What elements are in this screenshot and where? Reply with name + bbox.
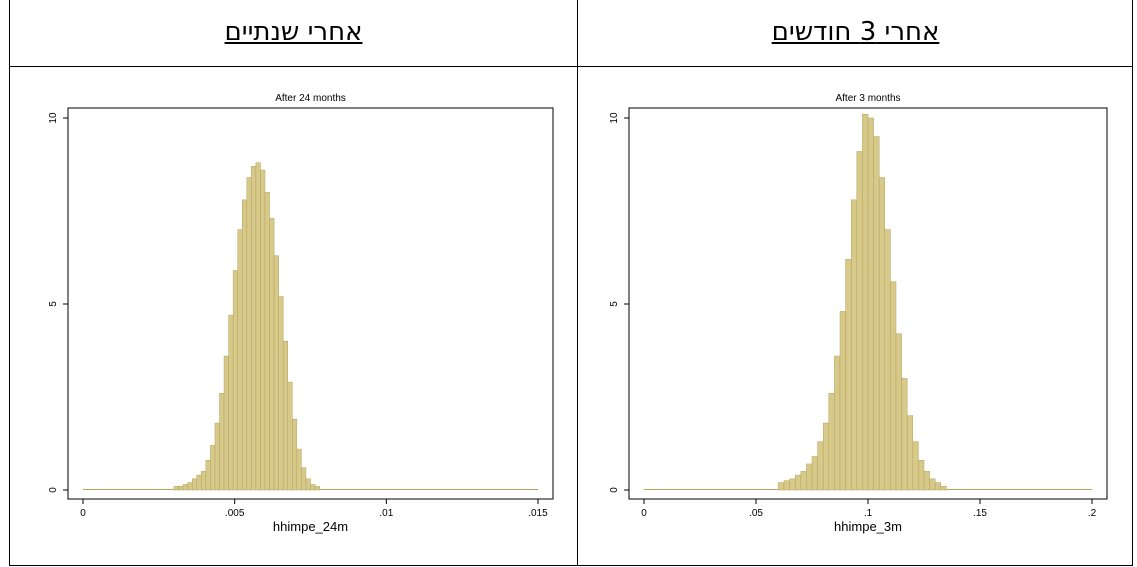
histogram-bar: [314, 486, 320, 491]
histogram-bar: [934, 482, 942, 491]
histogram-bar: [223, 355, 229, 491]
histogram-bar: [182, 484, 188, 491]
histogram-bar: [862, 114, 869, 491]
histogram-bar: [873, 136, 880, 491]
header-left: אחרי שנתיים: [224, 17, 363, 47]
x-tick-label: .015: [528, 508, 548, 519]
histogram-bar: [178, 486, 184, 491]
y-tick-label: 5: [48, 301, 59, 307]
y-tick-label: 10: [48, 112, 59, 124]
histogram-bar: [906, 415, 914, 491]
histogram-bar: [895, 333, 902, 491]
histogram-bar: [296, 448, 302, 491]
histogram-bar: [867, 117, 874, 491]
histogram-bar: [196, 474, 202, 491]
histogram-bar: [232, 270, 238, 491]
histogram-bar: [187, 482, 193, 491]
histogram-bar: [292, 419, 298, 491]
histogram-bar: [890, 281, 897, 491]
histogram-bar: [191, 478, 197, 491]
header-right: אחרי 3 חודשים: [771, 17, 940, 47]
chart-title: After 3 months: [835, 93, 900, 104]
histogram-bar: [806, 463, 813, 491]
histogram-bar: [923, 471, 930, 491]
histogram-bar: [214, 422, 220, 491]
x-tick-label: .1: [864, 508, 873, 519]
x-tick-label: .005: [225, 508, 245, 519]
histogram-bar: [205, 459, 211, 491]
histogram-bar: [201, 471, 207, 491]
histogram-bar: [878, 177, 886, 491]
histogram-3m: After 3 months 0 .05 .1 .15 .2 0 5 10 hhimpe_3m: [609, 93, 1108, 534]
column-divider: [577, 0, 578, 566]
histogram-bar: [850, 199, 858, 491]
x-tick-label: .15: [973, 508, 987, 519]
histogram-bar: [817, 441, 824, 491]
histogram-bar: [269, 218, 275, 491]
histogram-bar: [918, 459, 925, 491]
histogram-bar: [940, 486, 947, 491]
x-tick-label: .01: [379, 508, 393, 519]
histogram-bar: [260, 169, 266, 491]
x-tick-label: .05: [749, 508, 763, 519]
histogram-bar: [219, 393, 225, 491]
chart-title: After 24 months: [275, 93, 346, 104]
histogram-bar: [173, 486, 179, 491]
histogram-bar: [929, 478, 936, 491]
x-tick-label: 0: [641, 508, 647, 519]
histogram-bar: [834, 355, 841, 491]
histogram-bar: [228, 314, 234, 491]
header-divider: [9, 66, 1133, 67]
x-axis-title: hhimpe_3m: [834, 519, 902, 534]
histogram-bar: [255, 162, 261, 491]
histogram-bar: [273, 255, 279, 491]
histogram-bar: [794, 474, 802, 491]
plot-frame: [67, 107, 554, 500]
histogram-bar: [789, 478, 796, 491]
histogram-bar: [282, 340, 289, 491]
histogram-24m: After 24 months 0 .005 .01 .015 0 5 10 hhimpe_24…: [48, 93, 554, 534]
histogram-bar: [856, 151, 863, 491]
histogram-bar: [912, 441, 919, 491]
y-tick-label: 5: [609, 301, 620, 307]
histogram-bar: [237, 229, 243, 491]
histogram-bar: [783, 480, 790, 491]
histogram-bar: [778, 482, 785, 491]
x-tick-label: 0: [80, 508, 86, 519]
y-tick-label: 0: [48, 487, 59, 493]
histogram-bar: [305, 478, 311, 491]
histogram-bar: [210, 445, 216, 491]
y-tick-label: 10: [609, 112, 620, 124]
histogram-bar: [884, 229, 891, 491]
histogram-bar: [828, 393, 835, 491]
histogram-bar: [901, 378, 908, 491]
histogram-bar: [310, 484, 316, 491]
histogram-bar: [822, 422, 830, 491]
table-frame: [9, 0, 1133, 566]
histogram-bar: [301, 467, 307, 491]
histogram-bar: [264, 192, 270, 491]
histogram-bar: [242, 199, 248, 491]
histogram-bar: [845, 259, 852, 491]
y-tick-label: 0: [609, 487, 620, 493]
histogram-bar: [278, 296, 284, 491]
histogram-bar: [251, 166, 257, 491]
histogram-bar: [800, 471, 807, 491]
histogram-bar: [246, 177, 252, 491]
histogram-bar: [811, 456, 818, 491]
histogram-bar: [287, 381, 293, 491]
x-tick-label: .2: [1088, 508, 1097, 519]
histogram-bar: [839, 311, 846, 491]
x-axis-title: hhimpe_24m: [273, 519, 348, 534]
